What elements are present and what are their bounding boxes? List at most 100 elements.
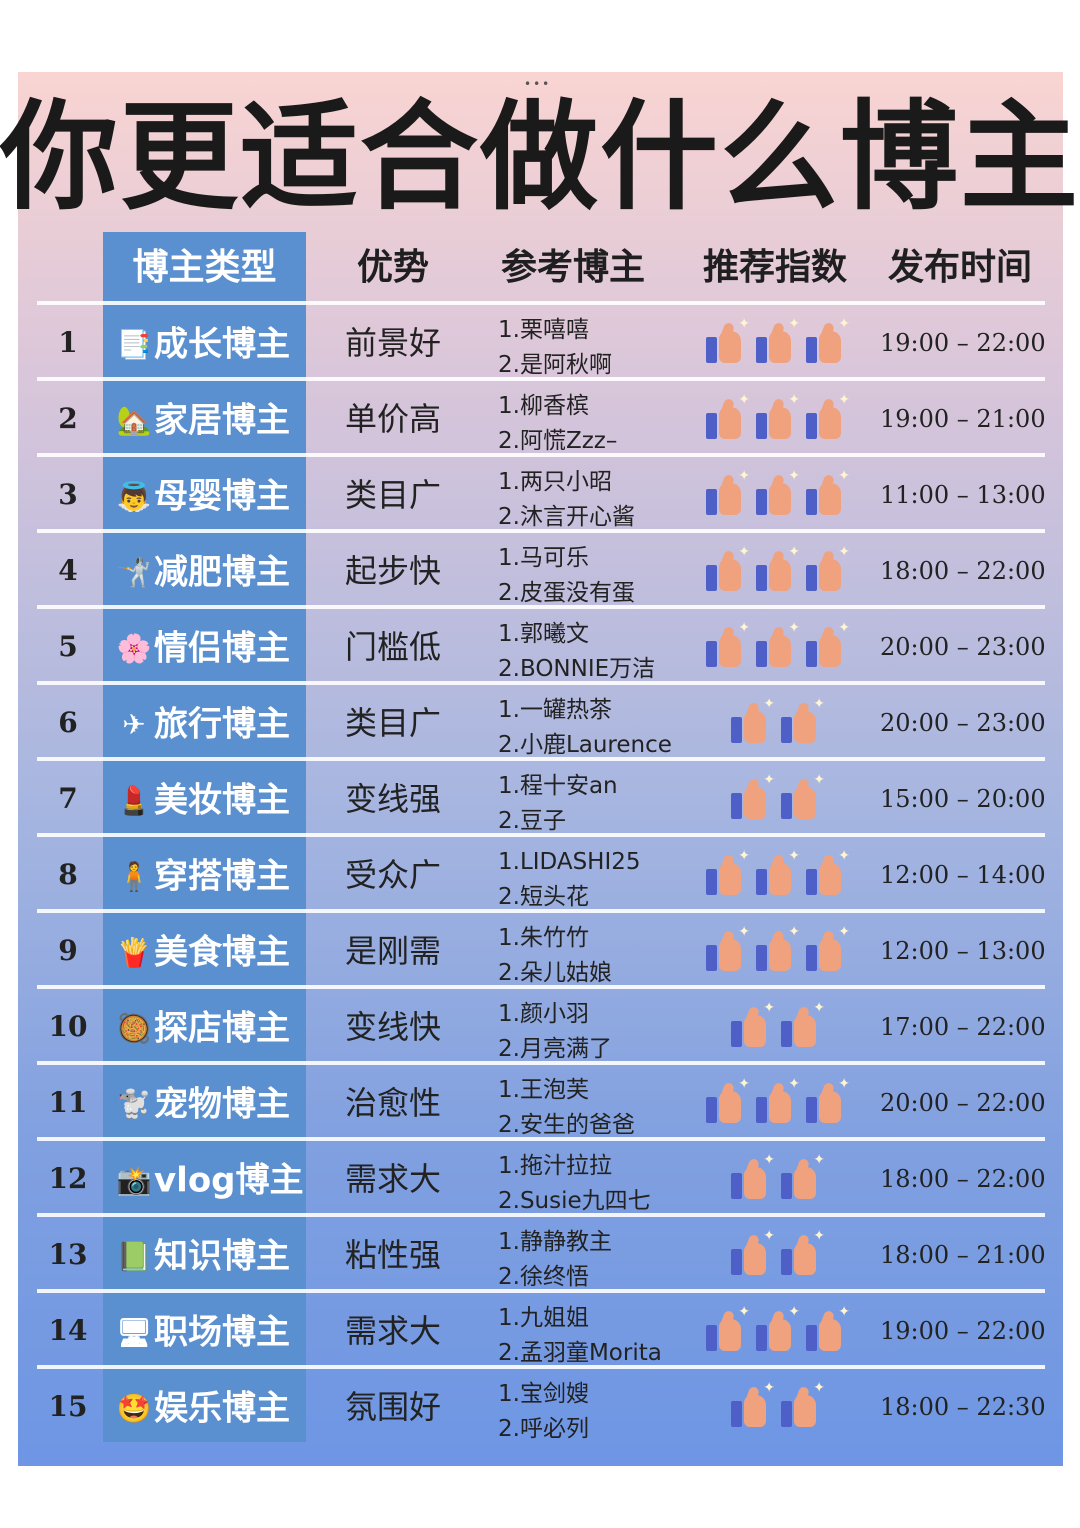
recommend-rating: ✦ ✦ ✦: [690, 1305, 860, 1361]
publish-time: 17:00 – 22:00: [880, 1013, 1046, 1041]
reference-2: 2.沐言开心酱: [498, 504, 635, 530]
table-row: 6 ✈ 旅行博主 类目广 1.一罐热茶 2.小鹿Laurence ✦ ✦ 20:00 – 23:…: [0, 685, 1080, 761]
blogger-type: 🐩宠物博主: [114, 1065, 290, 1141]
blogger-type-label: 美食博主: [154, 932, 290, 973]
blogger-type-label: 情侣博主: [154, 628, 290, 669]
recommend-rating: ✦ ✦ ✦: [690, 849, 860, 905]
reference-2: 2.BONNIE万洁: [498, 656, 656, 682]
advantage: 单价高: [344, 400, 441, 438]
reference-1: 1.柳香槟: [498, 393, 589, 419]
thumbs-up-icon: ✦: [727, 1001, 775, 1049]
blogger-type: 📸vlog博主: [114, 1141, 304, 1217]
publish-time: 20:00 – 23:00: [880, 709, 1046, 737]
reference-bloggers: 1.宝剑嫂 2.呼必列: [498, 1377, 678, 1447]
blogger-type: 👼母婴博主: [114, 457, 290, 533]
recommend-rating: ✦ ✦: [690, 1381, 860, 1437]
thumbs-up-icon: ✦: [777, 773, 825, 821]
page-icon: 📑: [116, 327, 152, 361]
table-row: 9 🍟美食博主 是刚需 1.朱竹竹 2.朵儿姑娘 ✦ ✦ ✦ 12:00 – 13:00: [0, 913, 1080, 989]
reference-bloggers: 1.两只小昭 2.沐言开心酱: [498, 465, 678, 535]
reference-1: 1.拖汁拉拉: [498, 1153, 612, 1179]
reference-bloggers: 1.颜小羽 2.月亮满了: [498, 997, 678, 1067]
row-divider: [37, 681, 1045, 685]
table-row: 14 🖥职场博主 需求大 1.九姐姐 2.孟羽童Morita ✦ ✦ ✦ 19:00 – 22:…: [0, 1293, 1080, 1369]
blogger-type-label: 美妆博主: [154, 780, 290, 821]
reference-bloggers: 1.一罐热茶 2.小鹿Laurence: [498, 693, 678, 763]
advantage: 受众广: [344, 856, 441, 894]
thumbs-up-icon: ✦: [752, 849, 800, 897]
publish-time: 12:00 – 14:00: [880, 861, 1046, 889]
recommend-rating: ✦ ✦ ✦: [690, 545, 860, 601]
publish-time: 12:00 – 13:00: [880, 937, 1046, 965]
reference-2: 2.徐终悟: [498, 1264, 589, 1290]
publish-time: 18:00 – 22:00: [880, 557, 1046, 585]
thumbs-up-icon: ✦: [702, 621, 750, 669]
reference-2: 2.呼必列: [498, 1416, 589, 1442]
advantage: 治愈性: [344, 1084, 441, 1122]
thumbs-up-icon: ✦: [802, 317, 850, 365]
thumbs-up-icon: ✦: [702, 1077, 750, 1125]
thumbs-up-icon: ✦: [727, 1381, 775, 1429]
reference-2: 2.安生的爸爸: [498, 1112, 635, 1138]
advantage: 门槛低: [344, 628, 441, 666]
reference-1: 1.一罐热茶: [498, 697, 612, 723]
advantage: 起步快: [344, 552, 441, 590]
row-number: 1: [58, 326, 78, 359]
table-row: 3 👼母婴博主 类目广 1.两只小昭 2.沐言开心酱 ✦ ✦ ✦ 11:00 – 13:00: [0, 457, 1080, 533]
advantage: 变线快: [344, 1008, 441, 1046]
thumbs-up-icon: ✦: [777, 1229, 825, 1277]
row-number: 9: [58, 934, 78, 967]
thumbs-up-icon: ✦: [702, 469, 750, 517]
table-row: 8 🧍穿搭博主 受众广 1.LIDASHI25 2.短头花 ✦ ✦ ✦ 12:00 – 14:0…: [0, 837, 1080, 913]
recommend-rating: ✦ ✦: [690, 1001, 860, 1057]
row-divider: [37, 1137, 1045, 1141]
reference-2: 2.豆子: [498, 808, 566, 834]
blossom-icon: 🌸: [116, 631, 152, 665]
row-divider: [37, 529, 1045, 533]
blogger-type-label: 穿搭博主: [154, 856, 290, 897]
publish-time: 15:00 – 20:00: [880, 785, 1046, 813]
recommend-rating: ✦ ✦ ✦: [690, 317, 860, 373]
publish-time: 18:00 – 21:00: [880, 1241, 1046, 1269]
star-eyes-icon: 🤩: [116, 1391, 152, 1425]
recommend-rating: ✦ ✦ ✦: [690, 393, 860, 449]
row-number: 11: [48, 1086, 88, 1119]
recommend-rating: ✦ ✦: [690, 1229, 860, 1285]
row-number: 2: [58, 402, 78, 435]
thumbs-up-icon: ✦: [702, 545, 750, 593]
row-number: 6: [58, 706, 78, 739]
table-row: 5 🌸情侣博主 门槛低 1.郭曦文 2.BONNIE万洁 ✦ ✦ ✦ 20:00 – 23:00: [0, 609, 1080, 685]
reference-1: 1.栗嘻嘻: [498, 317, 589, 343]
table-row: 11 🐩宠物博主 治愈性 1.王泡芙 2.安生的爸爸 ✦ ✦ ✦ 20:00 – 22:00: [0, 1065, 1080, 1141]
publish-time: 18:00 – 22:00: [880, 1165, 1046, 1193]
blogger-type-label: 家居博主: [154, 400, 290, 441]
blogger-type: 🤺减肥博主: [114, 533, 290, 609]
thumbs-up-icon: ✦: [777, 697, 825, 745]
table-row: 1 📑成长博主 前景好 1.栗嘻嘻 2.是阿秋啊 ✦ ✦ ✦ 19:00 – 22:00: [0, 305, 1080, 381]
reference-bloggers: 1.郭曦文 2.BONNIE万洁: [498, 617, 678, 687]
baby-icon: 👼: [116, 479, 152, 513]
reference-1: 1.两只小昭: [498, 469, 612, 495]
reference-2: 2.孟羽童Morita: [498, 1340, 662, 1366]
more-dots-icon[interactable]: •••: [524, 77, 552, 91]
thumbs-up-icon: ✦: [727, 773, 775, 821]
reference-bloggers: 1.LIDASHI25 2.短头花: [498, 845, 678, 915]
thumbs-up-icon: ✦: [752, 393, 800, 441]
blogger-type-label: 母婴博主: [154, 476, 290, 517]
reference-1: 1.九姐姐: [498, 1305, 589, 1331]
reference-bloggers: 1.九姐姐 2.孟羽童Morita: [498, 1301, 678, 1371]
header-time: 发布时间: [887, 247, 1032, 288]
row-number: 3: [58, 478, 78, 511]
row-divider: [37, 1289, 1045, 1293]
recommend-rating: ✦ ✦: [690, 697, 860, 753]
reference-1: 1.马可乐: [498, 545, 589, 571]
row-divider: [37, 1365, 1045, 1369]
header-reference: 参考博主: [500, 247, 645, 288]
house-icon: 🏡: [116, 403, 152, 437]
blogger-type: ✈ 旅行博主: [114, 685, 290, 761]
blogger-type-label: 成长博主: [154, 324, 290, 365]
header-type: 博主类型: [132, 247, 277, 288]
row-number: 5: [58, 630, 78, 663]
advantage: 类目广: [344, 476, 441, 514]
monitor-icon: 🖥: [116, 1315, 152, 1349]
